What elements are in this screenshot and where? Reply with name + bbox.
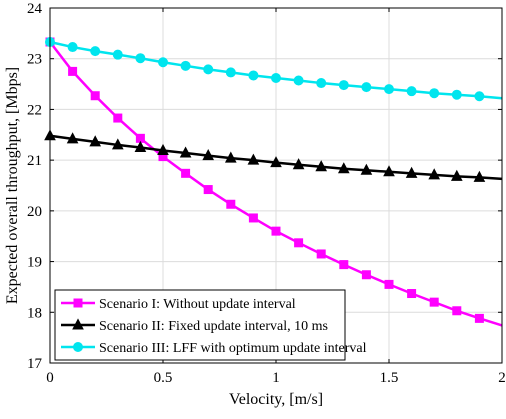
data-point	[405, 166, 418, 178]
data-point	[89, 135, 102, 147]
data-point	[111, 138, 124, 150]
y-tick-label: 21	[27, 153, 42, 169]
series-group	[44, 36, 503, 327]
series-3	[45, 36, 503, 102]
y-tick-label: 17	[27, 356, 43, 372]
data-point	[224, 151, 237, 163]
data-point	[384, 84, 394, 95]
legend-label: Scenario I: Without update interval	[99, 297, 296, 312]
x-tick-label: 2	[498, 370, 506, 386]
data-point	[429, 297, 439, 307]
data-point	[315, 160, 328, 172]
data-point	[407, 289, 417, 299]
series-2	[44, 129, 503, 182]
x-axis-label: Velocity, [m/s]	[229, 391, 323, 408]
data-point	[158, 57, 168, 68]
data-point	[383, 165, 395, 177]
data-point	[202, 149, 215, 161]
data-point	[248, 70, 259, 81]
data-point	[203, 64, 214, 75]
data-point	[67, 42, 78, 53]
data-point	[360, 163, 373, 175]
legend-marker	[72, 318, 84, 330]
legend-marker	[73, 342, 83, 352]
data-point	[134, 140, 147, 152]
data-point	[271, 72, 281, 83]
data-point	[338, 80, 349, 91]
data-point	[473, 170, 486, 182]
data-point	[226, 199, 236, 209]
data-point	[247, 153, 260, 165]
data-point	[384, 279, 394, 289]
legend-label: Scenario III: LFF with optimum update in…	[99, 341, 367, 356]
y-tick-label: 19	[27, 255, 42, 271]
data-point	[113, 113, 123, 123]
data-point	[180, 60, 191, 71]
data-point	[428, 168, 441, 180]
data-point	[68, 66, 78, 76]
data-point	[179, 146, 192, 158]
legend-item: Scenario III: LFF with optimum update in…	[61, 341, 367, 356]
data-point	[270, 156, 282, 168]
data-point	[203, 185, 213, 195]
data-point	[361, 82, 372, 93]
series-1	[45, 37, 503, 327]
y-tick-label: 18	[27, 305, 42, 321]
data-point	[248, 213, 258, 223]
data-point	[181, 168, 191, 178]
ticks: 0 0.5 1 1.5 2 17 18 19 20 21 22 23 24	[27, 1, 506, 386]
x-tick-label: 0	[46, 370, 54, 386]
data-point	[339, 260, 349, 270]
data-point	[90, 91, 100, 101]
data-point	[451, 89, 462, 100]
data-point	[474, 313, 484, 323]
y-axis-label: Expected overall throughput, [Mbps]	[4, 67, 21, 304]
data-point	[429, 88, 440, 99]
data-point	[292, 158, 305, 170]
data-point	[157, 143, 169, 156]
data-point	[293, 75, 304, 86]
data-point	[66, 132, 79, 144]
x-tick-label: 1	[272, 370, 280, 386]
data-point	[90, 46, 101, 57]
legend-item: Scenario I: Without update interval	[61, 297, 296, 312]
data-point	[474, 91, 485, 102]
data-point	[452, 306, 462, 316]
data-point	[316, 78, 327, 89]
legend-marker	[73, 298, 83, 308]
data-point	[225, 67, 236, 78]
data-point	[450, 169, 463, 181]
data-point	[294, 238, 304, 248]
legend-item: Scenario II: Fixed update interval, 10 m…	[61, 318, 328, 334]
y-tick-label: 22	[27, 102, 42, 118]
data-point	[361, 270, 371, 280]
y-tick-label: 23	[27, 52, 42, 68]
legend: Scenario I: Without update interval Scena…	[54, 289, 367, 361]
data-point	[135, 53, 146, 64]
y-tick-label: 24	[27, 1, 43, 17]
x-tick-label: 1.5	[380, 370, 399, 386]
legend-label: Scenario II: Fixed update interval, 10 m…	[99, 319, 328, 334]
data-point	[316, 249, 326, 259]
data-point	[271, 226, 281, 236]
x-tick-label: 0.5	[154, 370, 173, 386]
data-point	[406, 86, 417, 97]
data-point	[337, 162, 350, 174]
y-tick-label: 20	[27, 204, 42, 220]
legend-box	[54, 289, 346, 361]
data-point	[112, 49, 123, 60]
